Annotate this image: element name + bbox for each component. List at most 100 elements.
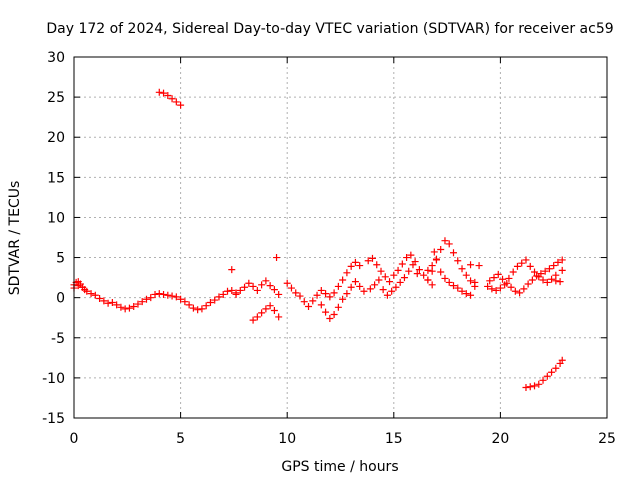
series-segment-10: [366, 261, 421, 299]
data-point: [552, 364, 560, 372]
data-point: [130, 302, 138, 310]
data-point: [228, 266, 236, 274]
y-tick-label: 20: [47, 130, 65, 146]
x-tick-label: 20: [491, 431, 509, 447]
data-point: [275, 290, 283, 298]
data-point: [484, 282, 492, 290]
data-point: [177, 295, 185, 303]
data-point: [505, 274, 513, 282]
data-point: [522, 256, 530, 264]
data-point: [458, 265, 466, 273]
data-point: [275, 313, 283, 321]
series-segment-1: [70, 282, 240, 314]
data-point: [168, 292, 176, 300]
data-point: [501, 281, 509, 289]
data-point: [526, 262, 534, 270]
data-point: [396, 278, 404, 286]
data-point: [334, 282, 342, 290]
data-point: [375, 276, 383, 284]
data-point: [492, 286, 500, 294]
data-point: [172, 98, 180, 106]
data-point: [322, 308, 330, 316]
data-point: [273, 254, 281, 262]
data-point: [228, 286, 236, 294]
x-tick-label: 10: [278, 431, 296, 447]
data-point: [405, 267, 413, 275]
data-point: [104, 299, 112, 307]
series-segment-15: [484, 256, 566, 294]
data-point: [164, 291, 172, 299]
data-point: [360, 287, 368, 295]
data-point: [522, 384, 530, 392]
data-point: [377, 267, 385, 275]
data-point: [113, 301, 121, 309]
data-point: [543, 372, 551, 380]
data-point: [524, 280, 532, 288]
data-point: [462, 271, 470, 279]
series-segment-12: [424, 256, 479, 299]
series-segment-8: [317, 258, 364, 301]
data-point: [509, 268, 517, 276]
data-point: [467, 277, 475, 285]
data-point: [356, 282, 364, 290]
data-point: [326, 293, 334, 301]
data-point: [356, 262, 364, 270]
data-point: [366, 285, 374, 293]
data-point: [449, 282, 457, 290]
data-point: [343, 269, 351, 277]
data-point: [177, 101, 185, 109]
data-point: [262, 277, 270, 285]
data-point: [548, 368, 556, 376]
y-tick-label: 5: [56, 251, 65, 267]
data-point: [518, 259, 526, 267]
data-point: [516, 289, 524, 297]
data-point: [160, 290, 168, 298]
data-point: [219, 290, 227, 298]
data-point: [386, 278, 394, 286]
data-points: [70, 88, 566, 392]
data-point: [373, 261, 381, 269]
data-point: [266, 282, 274, 290]
data-point: [379, 286, 387, 294]
series-segment-14: [486, 256, 566, 297]
data-point: [334, 303, 342, 311]
data-point: [432, 256, 440, 264]
data-point: [445, 278, 453, 286]
data-point: [467, 261, 475, 269]
data-point: [287, 284, 295, 292]
data-point: [87, 290, 95, 298]
data-point: [394, 266, 402, 274]
data-point: [556, 278, 564, 286]
data-point: [155, 290, 163, 298]
data-point: [296, 292, 304, 300]
x-tick-label: 5: [176, 431, 185, 447]
data-point: [449, 249, 457, 257]
data-point: [181, 298, 189, 306]
data-point: [317, 301, 325, 309]
data-point: [507, 283, 515, 291]
data-point: [552, 277, 560, 285]
data-point: [494, 270, 502, 278]
data-point: [81, 286, 89, 294]
data-point: [558, 256, 566, 264]
series-segment-13: [430, 248, 483, 270]
x-tick-label: 15: [385, 431, 403, 447]
data-point: [548, 275, 556, 283]
data-point: [206, 298, 214, 306]
data-point: [430, 248, 438, 256]
data-point: [407, 251, 415, 259]
data-point: [390, 271, 398, 279]
data-point: [364, 257, 372, 265]
x-axis-label: GPS time / hours: [281, 459, 398, 475]
data-point: [138, 298, 146, 306]
data-point: [241, 283, 249, 291]
data-point: [471, 278, 479, 286]
data-point: [535, 380, 543, 388]
data-point: [383, 291, 391, 299]
data-point: [347, 283, 355, 291]
y-tick-label: 15: [47, 170, 65, 186]
data-point: [351, 278, 359, 286]
data-point: [91, 291, 99, 299]
data-point: [232, 290, 240, 298]
series-segment-5: [249, 302, 283, 324]
